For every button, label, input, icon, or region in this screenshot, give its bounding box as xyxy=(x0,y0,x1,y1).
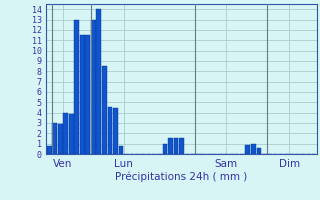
Bar xyxy=(113,108,118,154)
X-axis label: Précipitations 24h ( mm ): Précipitations 24h ( mm ) xyxy=(116,172,248,182)
Bar xyxy=(174,138,179,154)
Bar xyxy=(80,35,84,154)
Bar xyxy=(257,148,261,154)
Bar xyxy=(245,145,250,154)
Bar xyxy=(102,66,107,154)
Bar xyxy=(251,144,256,154)
Bar xyxy=(63,113,68,154)
Bar xyxy=(179,138,184,154)
Bar xyxy=(163,144,167,154)
Bar xyxy=(69,114,74,154)
Bar xyxy=(168,138,173,154)
Bar xyxy=(108,107,112,154)
Bar xyxy=(52,123,57,154)
Bar xyxy=(47,146,52,154)
Bar xyxy=(91,20,96,154)
Bar xyxy=(96,9,101,154)
Bar xyxy=(85,35,90,154)
Bar xyxy=(118,146,123,154)
Bar xyxy=(58,124,62,154)
Bar xyxy=(75,20,79,154)
